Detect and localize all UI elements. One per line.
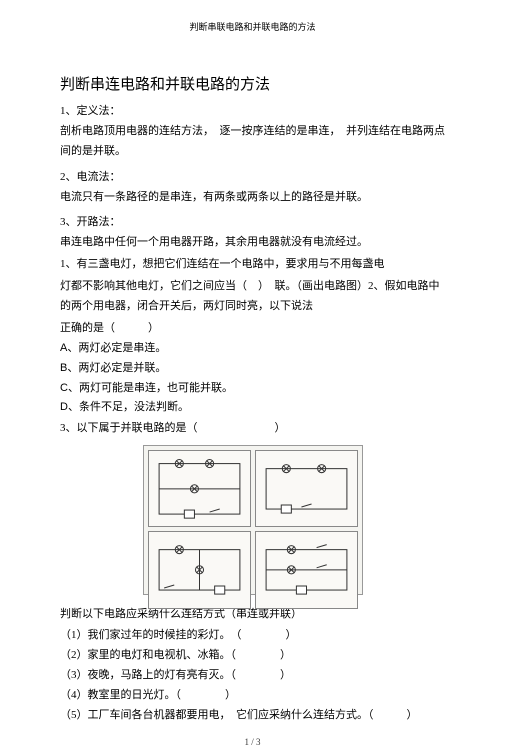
option-d: D、条件不足，没法判断。	[60, 399, 445, 417]
question-1-line3: 正确的是（ ）	[60, 319, 445, 339]
circuit-c	[148, 531, 251, 609]
option-c: C、两灯可能是串连，也可能并联。	[60, 380, 445, 398]
page: 判断串联电路和并联电路的方法 判断串连电路和并联电路的方法 1、定义法： 剖析电…	[0, 0, 505, 755]
option-a-text: A、两灯必定是串连。	[60, 342, 166, 354]
section-3-label: 3、开路法：	[60, 213, 445, 229]
document-title: 判断串连电路和并联电路的方法	[60, 73, 445, 94]
option-b-text: B、两灯必定是并联。	[60, 362, 166, 374]
option-b: B、两灯必定是并联。	[60, 360, 445, 378]
page-number: 1 / 3	[0, 737, 505, 747]
circuit-diagrams	[143, 445, 363, 595]
judge-item-4: （4）教室里的日光灯。（ ）	[60, 686, 445, 706]
section-1-label: 1、定义法：	[60, 102, 445, 118]
judge-item-1: （1）我们家过年的时候挂的彩灯。 （ ）	[60, 626, 445, 646]
option-c-text: C、两灯可能是串连，也可能并联。	[60, 382, 233, 394]
question-1-line2: 灯都不影响其他电灯，它们之间应当（ ） 联。（画出电路图）2、假如电路中的两个用…	[60, 277, 445, 317]
judge-list: （1）我们家过年的时候挂的彩灯。 （ ） （2）家里的电灯和电视机、冰箱。（ ）…	[60, 626, 445, 725]
judge-item-3: （3）夜晚，马路上的灯有亮有灭。（ ）	[60, 666, 445, 686]
section-2-label: 2、电流法：	[60, 168, 445, 184]
section-1-text: 剖析电路顶用电器的连结方法， 逐一按序连结的是串连， 并列连结在电路两点间的是并…	[60, 122, 445, 162]
circuit-a	[148, 450, 251, 528]
option-a: A、两灯必定是串连。	[60, 340, 445, 358]
section-3-text: 串连电路中任何一个用电器开路，其余用电器就没有电流经过。	[60, 233, 445, 253]
judge-item-2: （2）家里的电灯和电视机、冰箱。（ ）	[60, 646, 445, 666]
judge-title: 判断以下电路应采纳什么连结方式（串连或并联）	[60, 605, 445, 625]
circuit-b	[255, 450, 358, 528]
section-2-text: 电流只有一条路径的是串连，有两条或两条以上的路径是并联。	[60, 188, 445, 208]
option-d-text: D、条件不足，没法判断。	[60, 401, 189, 413]
judge-item-5: （5）工厂车间各台机器都要用电， 它们应采纳什么连结方式。（ ）	[60, 706, 445, 726]
question-3: 3、以下属于并联电路的是（ ）	[60, 419, 445, 439]
running-header: 判断串联电路和并联电路的方法	[60, 20, 445, 33]
question-1-line1: 1、有三盏电灯，想把它们连结在一个电路中，要求用与不用每盏电	[60, 255, 445, 275]
circuit-d	[255, 531, 358, 609]
